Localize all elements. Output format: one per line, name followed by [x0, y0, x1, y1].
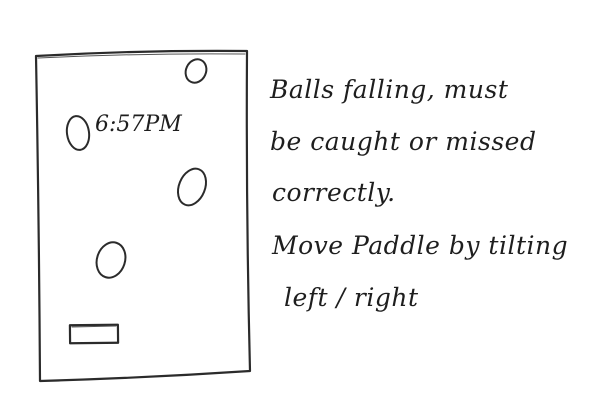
phone-screen-frame: [34, 49, 252, 383]
falling-ball: [177, 167, 207, 207]
note-line-4: Move Paddle by tilting: [271, 231, 568, 260]
falling-ball: [95, 241, 127, 279]
falling-ball: [184, 58, 208, 84]
sketch-notes: Balls falling, must be caught or missed …: [269, 75, 568, 312]
note-line-1: Balls falling, must: [269, 75, 509, 104]
note-line-5: left / right: [284, 283, 419, 312]
clock-icon: [65, 115, 91, 151]
paddle[interactable]: [68, 323, 120, 345]
falling-balls: [95, 58, 208, 279]
clock-time: 6:57PM: [95, 112, 182, 137]
note-line-3: correctly.: [272, 178, 396, 207]
status-clock: 6:57PM: [65, 112, 182, 151]
note-line-2: be caught or missed: [270, 127, 536, 156]
